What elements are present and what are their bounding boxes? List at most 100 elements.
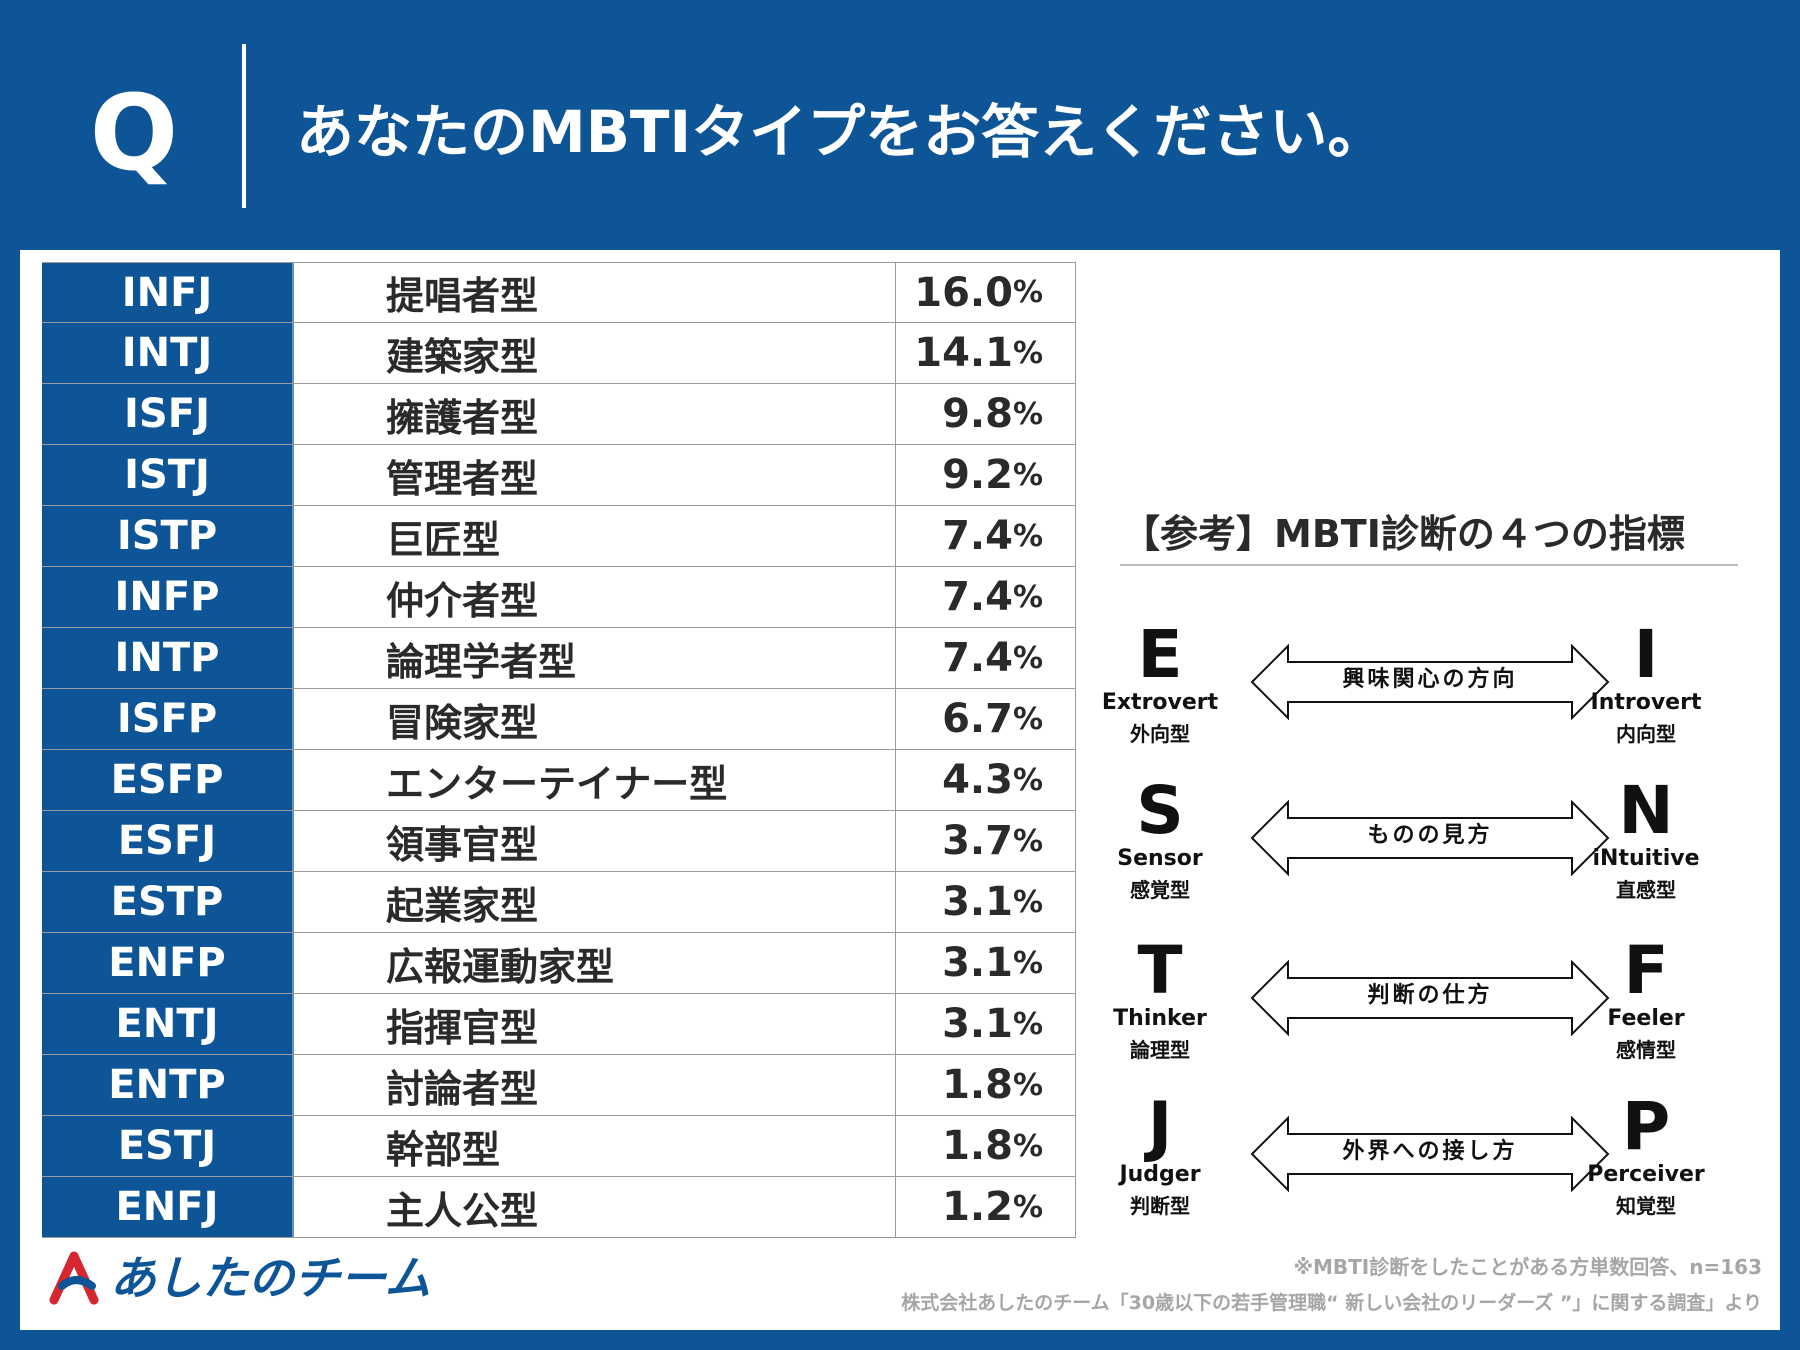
- type-percent: 4.3%: [896, 750, 1076, 810]
- source-note: 株式会社あしたのチーム「30歳以下の若手管理職“ 新しい会社のリーダーズ ”」に…: [901, 1292, 1762, 1314]
- percent-value: 3.1: [942, 1001, 1013, 1047]
- type-code: ESFP: [42, 750, 294, 810]
- type-code: ISFP: [42, 689, 294, 749]
- type-percent: 9.2%: [896, 445, 1076, 505]
- table-row: ISTJ 管理者型 9.2%: [42, 445, 1076, 506]
- dimension-right-letter: I: [1633, 616, 1659, 693]
- percent-unit: %: [1012, 1067, 1043, 1103]
- dimension-left-english: Thinker: [1113, 1006, 1207, 1031]
- header-divider: [242, 44, 246, 208]
- table-row: ESFP エンターテイナー型 4.3%: [42, 750, 1076, 811]
- dimension-left-letter: S: [1136, 772, 1184, 849]
- logo-text: あしたのチーム: [110, 1251, 431, 1305]
- percent-unit: %: [1012, 335, 1043, 371]
- dimension-label: 外界への接し方: [1342, 1139, 1518, 1164]
- type-code: INTP: [42, 628, 294, 688]
- dimension-left-english: Sensor: [1117, 846, 1203, 871]
- double-arrow-icon: [1250, 644, 1610, 720]
- type-name: エンターテイナー型: [294, 750, 896, 810]
- dimension-label: ものの見方: [1367, 823, 1493, 848]
- company-logo: あしたのチーム: [46, 1242, 466, 1312]
- type-percent: 7.4%: [896, 628, 1076, 688]
- type-code: ESTP: [42, 872, 294, 932]
- type-name: 巨匠型: [294, 506, 896, 566]
- percent-unit: %: [1012, 762, 1043, 798]
- percent-unit: %: [1012, 579, 1043, 615]
- type-name: 冒険家型: [294, 689, 896, 749]
- type-name: 擁護者型: [294, 384, 896, 444]
- type-code: ISTP: [42, 506, 294, 566]
- dimension-right-japanese: 内向型: [1616, 722, 1676, 746]
- type-code: ESTJ: [42, 1116, 294, 1176]
- table-row: ESTP 起業家型 3.1%: [42, 872, 1076, 933]
- table-row: ENFJ 主人公型 1.2%: [42, 1177, 1076, 1238]
- type-code: ENTJ: [42, 994, 294, 1054]
- type-name: 領事官型: [294, 811, 896, 871]
- table-row: ISFP 冒険家型 6.7%: [42, 689, 1076, 750]
- dimension-left-japanese: 感覚型: [1130, 878, 1190, 902]
- dimension-right-japanese: 直感型: [1616, 878, 1676, 902]
- percent-value: 16.0: [914, 269, 1013, 316]
- percent-unit: %: [1012, 945, 1043, 981]
- percent-value: 7.4: [942, 574, 1013, 620]
- header: Q あなたのMBTIタイプをお答えください。: [0, 0, 1800, 250]
- dimension-row: J Judger 判断型 外界への接し方 P Perceiver 知覚型: [1100, 1092, 1760, 1232]
- type-code: ISFJ: [42, 384, 294, 444]
- type-code: ENFP: [42, 933, 294, 993]
- table-row: ISFJ 擁護者型 9.8%: [42, 384, 1076, 445]
- dimension-right-english: iNtuitive: [1592, 846, 1700, 871]
- percent-unit: %: [1012, 518, 1043, 554]
- percent-value: 3.1: [942, 879, 1013, 925]
- type-percent: 3.7%: [896, 811, 1076, 871]
- type-code: ENFJ: [42, 1177, 294, 1237]
- double-arrow-icon: [1250, 800, 1610, 876]
- percent-unit: %: [1012, 1189, 1043, 1225]
- type-percent: 7.4%: [896, 506, 1076, 566]
- percent-unit: %: [1012, 640, 1043, 676]
- type-percent: 3.1%: [896, 994, 1076, 1054]
- percent-unit: %: [1012, 457, 1043, 493]
- dimension-right-letter: N: [1618, 772, 1674, 849]
- type-code: ESFJ: [42, 811, 294, 871]
- table-row: INFJ 提唱者型 16.0%: [42, 262, 1076, 323]
- type-name: 管理者型: [294, 445, 896, 505]
- table-row: ESFJ 領事官型 3.7%: [42, 811, 1076, 872]
- dimension-right-english: Feeler: [1607, 1006, 1685, 1031]
- type-percent: 1.8%: [896, 1055, 1076, 1115]
- dimension-left-letter: T: [1137, 932, 1183, 1009]
- type-code: INTJ: [42, 323, 294, 383]
- percent-value: 9.8: [942, 391, 1013, 437]
- type-code: ENTP: [42, 1055, 294, 1115]
- percent-unit: %: [1012, 823, 1043, 859]
- dimension-right-japanese: 感情型: [1616, 1038, 1676, 1062]
- dimension-left-japanese: 外向型: [1130, 722, 1190, 746]
- table-row: ENFP 広報運動家型 3.1%: [42, 933, 1076, 994]
- table-row: ESTJ 幹部型 1.8%: [42, 1116, 1076, 1177]
- dimension-left-japanese: 判断型: [1130, 1194, 1190, 1218]
- type-name: 仲介者型: [294, 567, 896, 627]
- type-name: 広報運動家型: [294, 933, 896, 993]
- percent-value: 7.4: [942, 513, 1013, 559]
- dimension-right-english: Perceiver: [1587, 1162, 1705, 1187]
- table-row: ENTP 討論者型 1.8%: [42, 1055, 1076, 1116]
- dimension-row: T Thinker 論理型 判断の仕方 F Feeler 感情型: [1100, 936, 1760, 1076]
- percent-unit: %: [1012, 884, 1043, 920]
- percent-unit: %: [1012, 275, 1043, 310]
- table-row: ISTP 巨匠型 7.4%: [42, 506, 1076, 567]
- type-percent: 14.1%: [896, 323, 1076, 383]
- dimension-label: 興味関心の方向: [1342, 667, 1518, 692]
- dimension-left-english: Extrovert: [1101, 690, 1219, 715]
- type-name: 幹部型: [294, 1116, 896, 1176]
- type-percent: 1.8%: [896, 1116, 1076, 1176]
- type-code: ISTJ: [42, 445, 294, 505]
- dimension-right-letter: P: [1621, 1088, 1671, 1165]
- dimension-left-english: Judger: [1119, 1162, 1201, 1187]
- double-arrow-icon: [1250, 1116, 1610, 1192]
- q-label: Q: [89, 72, 179, 194]
- percent-unit: %: [1012, 396, 1043, 432]
- a-mark-icon: [49, 1251, 99, 1305]
- reference-title: 【参考】MBTI診断の４つの指標: [1122, 512, 1685, 556]
- type-name: 建築家型: [294, 323, 896, 383]
- table-row: INTJ 建築家型 14.1%: [42, 323, 1076, 384]
